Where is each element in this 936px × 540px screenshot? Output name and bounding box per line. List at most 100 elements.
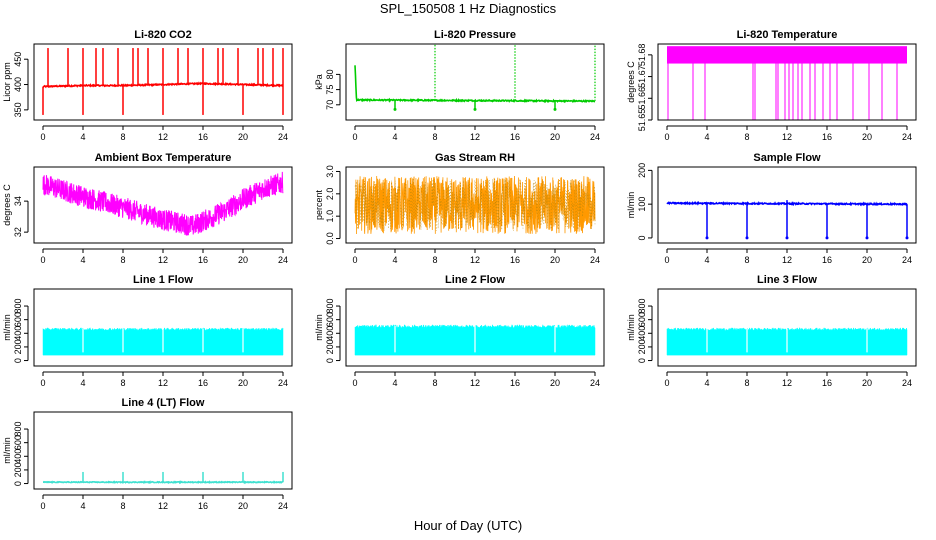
panel-title: Li-820 CO2 [134, 29, 191, 41]
y-tick-label: 400 [13, 77, 23, 92]
x-axis: 0 4 8 12 16 20 24 [40, 371, 288, 388]
x-tick-label: 12 [158, 132, 168, 142]
data-dip-point [785, 236, 789, 240]
x-tick-label: 16 [198, 255, 208, 265]
x-tick-label: 24 [278, 378, 288, 388]
x-tick-label: 4 [704, 255, 709, 265]
x-tick-label: 4 [704, 378, 709, 388]
plot-frame [345, 166, 605, 244]
y-tick-label: 800 [13, 422, 23, 437]
y-tick-label: 51.66 [637, 87, 647, 110]
x-tick-label: 12 [470, 132, 480, 142]
x-tick-label: 12 [782, 132, 792, 142]
x-axis: 0 4 8 12 16 20 24 [352, 371, 600, 388]
y-tick-label: 0 [13, 481, 23, 486]
data-series [42, 171, 284, 236]
x-tick-label: 12 [158, 255, 168, 265]
x-tick-label: 24 [902, 255, 912, 265]
y-tick-label: 80 [325, 69, 335, 79]
plot-frame [33, 411, 293, 490]
x-axis: 0 4 8 12 16 20 24 [40, 125, 288, 142]
x-tick-label: 20 [238, 378, 248, 388]
x-tick-label: 0 [352, 132, 357, 142]
x-tick-label: 20 [550, 378, 560, 388]
x-axis: 0 4 8 12 16 20 24 [664, 371, 912, 388]
y-tick-label: 800 [13, 299, 23, 314]
x-tick-label: 8 [744, 378, 749, 388]
data-band [667, 46, 907, 64]
x-tick-label: 16 [510, 132, 520, 142]
x-tick-label: 4 [392, 132, 397, 142]
plot-frame [33, 43, 293, 121]
panel-box-temperature: Ambient Box Temperature 0 4 8 12 16 20 24 32 34de… [2, 152, 293, 265]
x-tick-label: 24 [902, 378, 912, 388]
y-tick-label: 2.0 [325, 188, 335, 201]
y-tick-label: 0 [325, 358, 335, 363]
panel-title: Ambient Box Temperature [95, 152, 232, 164]
panel-title: Line 4 (LT) Flow [122, 397, 205, 409]
data-series [354, 323, 596, 356]
x-axis: 0 4 8 12 16 20 24 [664, 125, 912, 142]
y-axis: 350 400 450 [13, 52, 29, 117]
panel-line3-flow: Line 3 Flow 0 4 8 12 16 20 24 0 200400600800ml/mi… [626, 274, 917, 388]
x-tick-label: 16 [198, 378, 208, 388]
y-tick-label: 400 [13, 449, 23, 464]
y-tick-label: 0.0 [325, 232, 335, 245]
data-line-points [354, 178, 596, 232]
y-axis: 0.0 1.0 2.0 3.0 [325, 165, 341, 245]
x-tick-label: 24 [902, 132, 912, 142]
data-dip-point [825, 236, 829, 240]
x-tick-label: 24 [278, 501, 288, 511]
data-series [666, 200, 909, 240]
panel-title: Sample Flow [753, 152, 821, 164]
panel-title: Line 2 Flow [445, 274, 505, 286]
x-tick-label: 12 [470, 378, 480, 388]
x-tick-label: 12 [782, 378, 792, 388]
data-line [354, 175, 596, 235]
x-tick-label: 20 [862, 255, 872, 265]
panel-title: Line 3 Flow [757, 274, 817, 286]
data-line [42, 171, 284, 236]
x-tick-label: 20 [238, 501, 248, 511]
x-tick-label: 0 [664, 132, 669, 142]
x-tick-label: 24 [590, 132, 600, 142]
panel-line2-flow: Line 2 Flow 0 4 8 12 16 20 24 0 200400600800ml/mi… [314, 274, 605, 388]
x-tick-label: 4 [392, 378, 397, 388]
y-tick-label: 100 [637, 197, 647, 212]
x-tick-label: 8 [432, 255, 437, 265]
x-tick-label: 16 [822, 132, 832, 142]
y-tick-label: 200 [13, 339, 23, 354]
x-tick-label: 20 [862, 132, 872, 142]
y-tick-label: 51.67 [637, 65, 647, 88]
panel-sample-flow: Sample Flow 0 4 8 12 16 20 24 0 100 200 ml/min [626, 152, 917, 265]
x-tick-label: 8 [120, 501, 125, 511]
x-tick-label: 12 [158, 378, 168, 388]
y-tick-label: 70 [325, 100, 335, 110]
x-tick-label: 24 [590, 378, 600, 388]
x-tick-label: 20 [550, 255, 560, 265]
x-tick-label: 8 [744, 255, 749, 265]
y-tick-label: 3.0 [325, 165, 335, 178]
data-series [666, 326, 908, 356]
y-axis: 0 100 200 [637, 163, 653, 240]
x-axis: 0 4 8 12 16 20 24 [40, 494, 288, 511]
panel-title: Line 1 Flow [133, 274, 193, 286]
y-tick-label: 350 [13, 102, 23, 117]
x-tick-label: 0 [40, 378, 45, 388]
x-tick-label: 20 [862, 378, 872, 388]
x-tick-label: 20 [550, 132, 560, 142]
y-tick-label: 600 [13, 312, 23, 327]
data-dip-point [473, 107, 477, 111]
plot-frame [657, 166, 917, 244]
y-axis-label: Licor ppm [2, 62, 12, 102]
x-tick-label: 8 [744, 132, 749, 142]
y-tick-label: 450 [13, 52, 23, 67]
y-tick-label: 200 [13, 462, 23, 477]
x-tick-label: 16 [198, 501, 208, 511]
